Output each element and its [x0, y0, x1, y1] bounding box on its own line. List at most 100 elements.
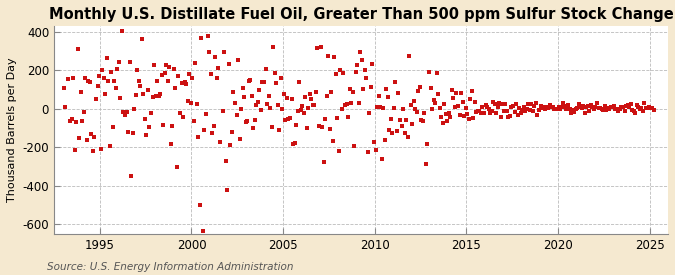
Point — [624, 105, 634, 110]
Point — [404, 54, 414, 59]
Point — [465, 97, 476, 101]
Point — [171, 165, 182, 169]
Point — [187, 76, 198, 80]
Point — [83, 78, 94, 83]
Point — [170, 86, 181, 90]
Point — [591, 101, 602, 105]
Point — [471, 110, 482, 114]
Point — [181, 81, 192, 86]
Text: Source: U.S. Energy Information Administration: Source: U.S. Energy Information Administ… — [47, 262, 294, 272]
Point — [552, 106, 563, 111]
Point — [424, 70, 435, 75]
Point — [194, 203, 205, 207]
Point — [320, 117, 331, 122]
Point — [647, 106, 657, 110]
Point — [451, 90, 462, 95]
Point — [82, 138, 92, 142]
Point — [86, 131, 97, 136]
Point — [430, 101, 441, 105]
Point — [141, 133, 152, 137]
Point — [627, 108, 638, 112]
Point — [614, 107, 625, 112]
Point — [324, 127, 335, 131]
Point — [382, 94, 393, 99]
Point — [97, 68, 107, 72]
Point — [295, 107, 306, 112]
Point — [302, 125, 313, 130]
Point — [279, 92, 290, 96]
Point — [480, 103, 491, 107]
Point — [456, 91, 466, 95]
Point — [634, 106, 645, 111]
Point — [504, 114, 515, 118]
Point — [343, 115, 354, 120]
Point — [196, 36, 207, 40]
Point — [153, 94, 164, 99]
Point — [308, 103, 319, 107]
Point — [100, 92, 111, 97]
Point — [130, 92, 141, 97]
Point — [607, 105, 618, 110]
Point — [572, 106, 583, 110]
Point — [390, 79, 401, 84]
Point — [303, 106, 314, 110]
Point — [252, 99, 263, 104]
Point — [469, 100, 480, 104]
Point — [443, 111, 454, 115]
Point — [355, 50, 366, 54]
Point — [585, 103, 596, 108]
Point — [347, 90, 358, 94]
Point — [109, 79, 119, 83]
Point — [95, 147, 106, 151]
Point — [222, 188, 233, 192]
Point — [146, 111, 157, 116]
Point — [454, 112, 465, 117]
Point — [310, 90, 321, 94]
Point — [408, 99, 419, 103]
Point — [526, 102, 537, 107]
Point — [291, 122, 302, 127]
Point — [256, 108, 267, 112]
Point — [219, 49, 230, 54]
Point — [240, 120, 251, 124]
Point — [101, 56, 112, 60]
Point — [111, 86, 122, 90]
Point — [370, 148, 381, 152]
Point — [515, 111, 526, 115]
Point — [378, 106, 389, 111]
Point — [550, 107, 561, 111]
Point — [117, 29, 128, 33]
Point — [616, 105, 627, 110]
Point — [633, 105, 644, 109]
Point — [578, 104, 589, 108]
Point — [463, 116, 474, 121]
Point — [76, 89, 86, 94]
Point — [341, 102, 352, 107]
Point — [401, 118, 412, 122]
Point — [211, 75, 222, 80]
Point — [605, 105, 616, 109]
Point — [393, 91, 404, 95]
Point — [385, 117, 396, 122]
Point — [128, 131, 138, 135]
Point — [560, 104, 570, 108]
Point — [182, 99, 193, 104]
Point — [188, 119, 199, 124]
Point — [628, 109, 639, 114]
Point — [643, 105, 654, 109]
Point — [113, 60, 124, 65]
Point — [538, 104, 549, 109]
Point — [540, 107, 551, 111]
Point — [364, 111, 375, 115]
Point — [126, 173, 136, 178]
Point — [112, 67, 123, 71]
Point — [413, 89, 424, 93]
Point — [595, 105, 605, 110]
Point — [186, 100, 196, 105]
Point — [265, 106, 275, 111]
Point — [298, 111, 309, 115]
Point — [524, 107, 535, 112]
Point — [596, 107, 607, 111]
Point — [268, 45, 279, 50]
Point — [503, 115, 514, 119]
